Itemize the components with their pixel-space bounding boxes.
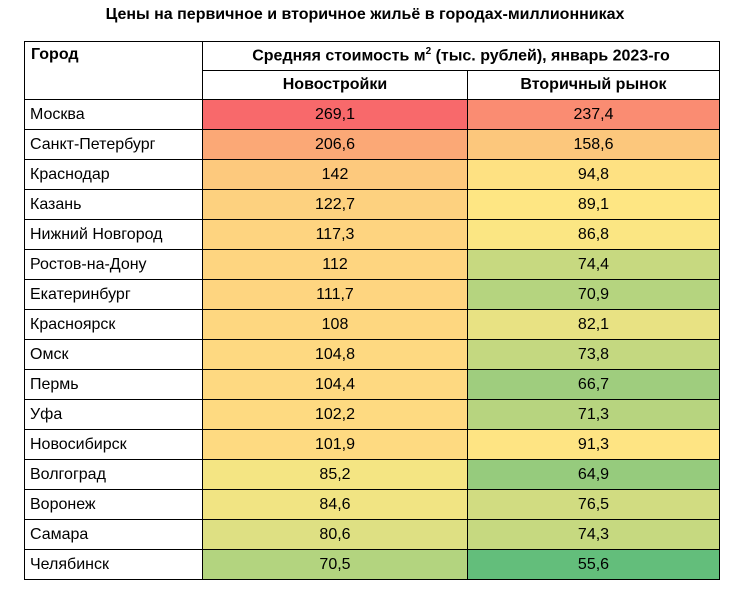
city-cell: Казань	[24, 189, 203, 220]
city-cell: Екатеринбург	[24, 279, 203, 310]
table-row: Санкт-Петербург 206,6 158,6	[24, 129, 720, 160]
secondary-price-cell: 94,8	[467, 159, 720, 190]
table-row: Нижний Новгород 117,3 86,8	[24, 219, 720, 250]
city-cell: Санкт-Петербург	[24, 129, 203, 160]
secondary-price-cell: 73,8	[467, 339, 720, 370]
new-price-cell: 269,1	[202, 99, 468, 130]
header-main-sup: 2	[425, 46, 432, 58]
new-price-cell: 70,5	[202, 549, 468, 580]
new-price-cell: 101,9	[202, 429, 468, 460]
secondary-price-cell: 55,6	[467, 549, 720, 580]
secondary-price-cell: 74,3	[467, 519, 720, 550]
city-cell: Красноярск	[24, 309, 203, 340]
table-row: Челябинск 70,5 55,6	[24, 549, 720, 580]
secondary-price-cell: 66,7	[467, 369, 720, 400]
new-price-cell: 80,6	[202, 519, 468, 550]
table-row: Красноярск 108 82,1	[24, 309, 720, 340]
secondary-price-cell: 71,3	[467, 399, 720, 430]
secondary-price-cell: 237,4	[467, 99, 720, 130]
table-row: Пермь 104,4 66,7	[24, 369, 720, 400]
secondary-price-cell: 76,5	[467, 489, 720, 520]
city-cell: Пермь	[24, 369, 203, 400]
header-main-rest: (тыс. рублей), январь 2023-го	[431, 47, 670, 65]
table-row: Ростов-на-Дону 112 74,4	[24, 249, 720, 280]
table-row: Омск 104,8 73,8	[24, 339, 720, 370]
secondary-price-cell: 86,8	[467, 219, 720, 250]
table-row: Краснодар 142 94,8	[24, 159, 720, 190]
new-price-cell: 112	[202, 249, 468, 280]
secondary-price-cell: 82,1	[467, 309, 720, 340]
header-main-text: Средняя стоимость м	[252, 47, 426, 65]
new-price-cell: 206,6	[202, 129, 468, 160]
header-row: Город Средняя стоимость м2 (тыс. рублей)…	[24, 41, 720, 100]
header-secondary: Вторичный рынок	[467, 70, 720, 100]
secondary-price-cell: 158,6	[467, 129, 720, 160]
secondary-price-cell: 64,9	[467, 459, 720, 490]
header-city: Город	[24, 41, 203, 100]
new-price-cell: 122,7	[202, 189, 468, 220]
city-cell: Новосибирск	[24, 429, 203, 460]
new-price-cell: 111,7	[202, 279, 468, 310]
city-cell: Челябинск	[24, 549, 203, 580]
new-price-cell: 104,8	[202, 339, 468, 370]
page-title: Цены на первичное и вторичное жильё в го…	[105, 6, 625, 23]
header-new: Новостройки	[202, 70, 468, 100]
secondary-price-cell: 91,3	[467, 429, 720, 460]
new-price-cell: 108	[202, 309, 468, 340]
table-row: Самара 80,6 74,3	[24, 519, 720, 550]
secondary-price-cell: 70,9	[467, 279, 720, 310]
city-cell: Волгоград	[24, 459, 203, 490]
city-cell: Воронеж	[24, 489, 203, 520]
city-cell: Самара	[24, 519, 203, 550]
new-price-cell: 85,2	[202, 459, 468, 490]
city-cell: Москва	[24, 99, 203, 130]
city-cell: Омск	[24, 339, 203, 370]
new-price-cell: 102,2	[202, 399, 468, 430]
table-row: Воронеж 84,6 76,5	[24, 489, 720, 520]
subheader-row: Новостройки Вторичный рынок	[25, 70, 720, 100]
city-cell: Ростов-на-Дону	[24, 249, 203, 280]
new-price-cell: 84,6	[202, 489, 468, 520]
table-row: Екатеринбург 111,7 70,9	[24, 279, 720, 310]
new-price-cell: 104,4	[202, 369, 468, 400]
table-body: Москва 269,1 237,4 Санкт-Петербург 206,6 158,…	[24, 99, 720, 580]
secondary-price-cell: 74,4	[467, 249, 720, 280]
price-table: Город Средняя стоимость м2 (тыс. рублей)…	[24, 41, 720, 580]
city-cell: Краснодар	[24, 159, 203, 190]
new-price-cell: 142	[202, 159, 468, 190]
city-cell: Нижний Новгород	[24, 219, 203, 250]
table-row: Новосибирск 101,9 91,3	[24, 429, 720, 460]
new-price-cell: 117,3	[202, 219, 468, 250]
header-main: Средняя стоимость м2 (тыс. рублей), янва…	[202, 41, 720, 71]
table-row: Уфа 102,2 71,3	[24, 399, 720, 430]
table-row: Москва 269,1 237,4	[24, 99, 720, 130]
table-row: Волгоград 85,2 64,9	[24, 459, 720, 490]
secondary-price-cell: 89,1	[467, 189, 720, 220]
city-cell: Уфа	[24, 399, 203, 430]
table-row: Казань 122,7 89,1	[24, 189, 720, 220]
